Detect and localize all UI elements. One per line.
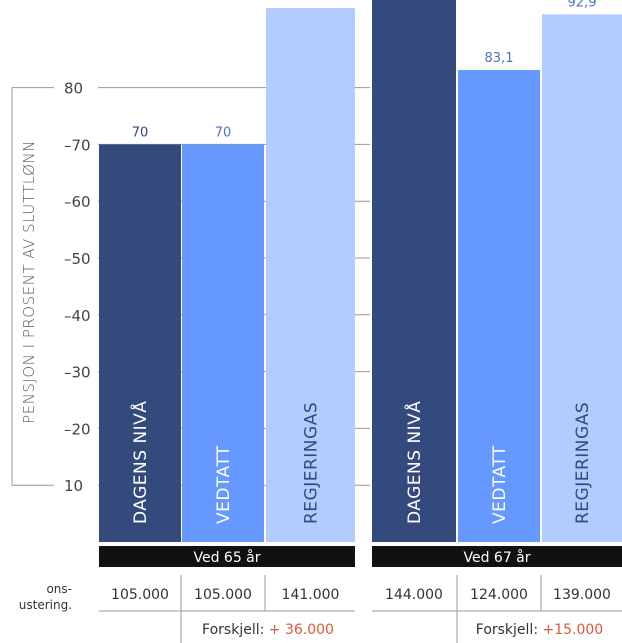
difference-text: Forskjell: (202, 622, 269, 638)
footnote: ons- ustering. (19, 582, 72, 612)
y-tick-label: –20 (64, 420, 91, 438)
bar-category-label: REGJERINGAS (573, 402, 593, 524)
y-axis-label: PENSJON I PROSENT AV SLUTTLØNN (20, 140, 38, 424)
y-tick-label: –60 (64, 193, 91, 211)
group-label: Ved 65 år (193, 549, 260, 566)
y-tick-label: –70 (64, 136, 91, 154)
y-tick-label: –40 (64, 307, 91, 325)
y-axis: 10 –20 –30 –40 –50 –60 –70 80 (11, 80, 91, 495)
y-tick-label: 80 (64, 80, 83, 98)
difference-label: Forskjell: +15.000 (476, 622, 603, 638)
bar-category-label: VEDTATT (490, 445, 510, 524)
group-footer: Ved 65 år 105.000 105.000 141.000 Forskjell:… (99, 546, 622, 643)
amount-value: 105.000 (111, 587, 169, 603)
y-tick-label: 10 (64, 477, 83, 495)
group-band (372, 546, 622, 567)
bar-value-label: 70 (132, 125, 149, 140)
amount-value: 139.000 (553, 587, 611, 603)
bar (182, 144, 264, 542)
bar-category-label: DAGENS NIVÅ (403, 401, 425, 524)
bar-category-label: VEDTATT (214, 445, 234, 524)
amount-value: 124.000 (470, 587, 528, 603)
difference-value: + 36.000 (269, 622, 334, 638)
y-tick-label: –30 (64, 364, 91, 382)
difference-text: Forskjell: (476, 622, 543, 638)
amount-value: 144.000 (385, 587, 443, 603)
y-axis-bracket (11, 87, 54, 486)
bar-category-label: REGJERINGAS (302, 402, 322, 524)
bar-value-label: 94 (302, 0, 319, 4)
footnote-line-2: ustering. (19, 598, 72, 612)
bar (266, 8, 355, 542)
bar (542, 14, 622, 542)
bar-value-label: 70 (215, 125, 232, 140)
group-band (99, 546, 355, 567)
bar (372, 0, 456, 543)
footnote-line-1: ons- (46, 582, 72, 596)
bar (458, 69, 540, 542)
bar (99, 144, 181, 542)
bar-value-label: 92,9 (568, 0, 597, 10)
difference-value: +15.000 (543, 622, 604, 638)
y-tick-label: –50 (64, 250, 91, 268)
bar-value-label: 83,1 (485, 51, 514, 66)
difference-label: Forskjell: + 36.000 (202, 622, 334, 638)
bar-category-label: DAGENS NIVÅ (129, 401, 151, 524)
amount-value: 105.000 (194, 587, 252, 603)
group-label: Ved 67 år (463, 549, 530, 566)
amount-value: 141.000 (282, 587, 340, 603)
